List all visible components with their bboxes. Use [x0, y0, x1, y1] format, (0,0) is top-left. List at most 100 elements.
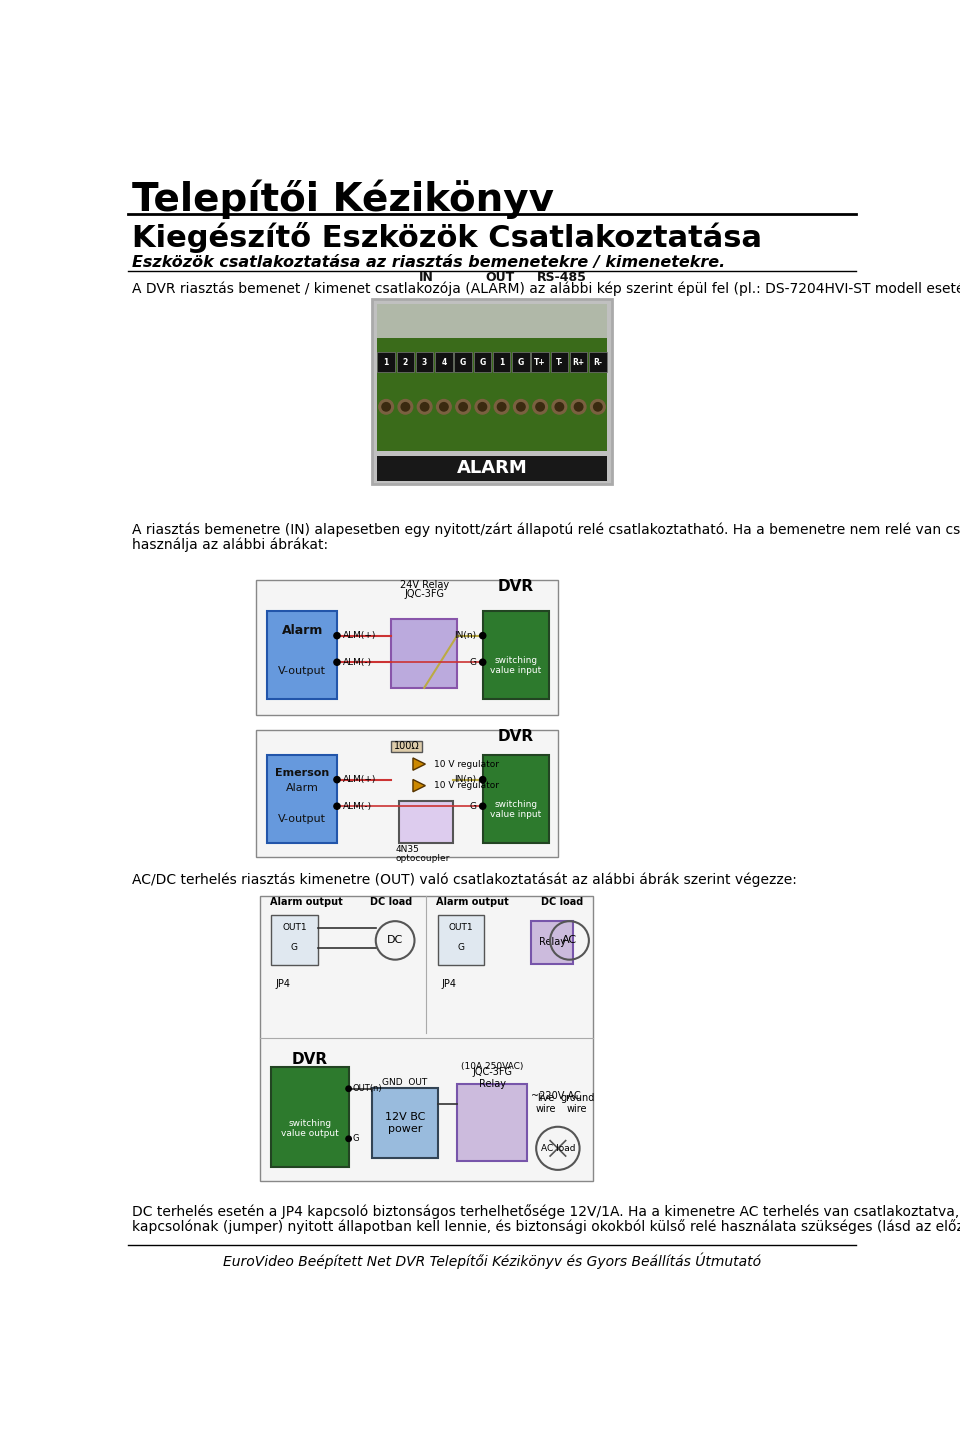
- Text: kapcsolónak (jumper) nyitott állapotban kell lennie, és biztonsági okokból külső: kapcsolónak (jumper) nyitott állapotban …: [132, 1219, 960, 1234]
- Text: 4N35: 4N35: [396, 845, 419, 854]
- Text: OUT1: OUT1: [448, 923, 473, 931]
- Circle shape: [475, 400, 490, 414]
- Text: A DVR riasztás bemenet / kimenet csatlakozója (ALARM) az alábbi kép szerint épül: A DVR riasztás bemenet / kimenet csatlak…: [132, 281, 960, 295]
- Bar: [372, 1088, 438, 1158]
- Circle shape: [480, 632, 486, 639]
- Circle shape: [497, 403, 506, 411]
- Circle shape: [382, 403, 391, 411]
- Text: 4: 4: [442, 358, 446, 367]
- Bar: [550, 353, 568, 373]
- Text: G: G: [517, 358, 524, 367]
- Text: OUT: OUT: [485, 271, 515, 284]
- Circle shape: [420, 403, 429, 411]
- Text: DVR: DVR: [497, 729, 534, 744]
- Bar: [377, 353, 395, 373]
- Bar: [512, 353, 530, 373]
- Text: ~220V AC: ~220V AC: [531, 1091, 581, 1101]
- Circle shape: [334, 777, 340, 782]
- Text: DC load: DC load: [371, 897, 413, 907]
- Text: DVR: DVR: [292, 1052, 328, 1066]
- Text: G: G: [469, 801, 476, 811]
- Circle shape: [552, 400, 566, 414]
- Circle shape: [574, 403, 583, 411]
- Circle shape: [516, 403, 525, 411]
- Text: 1: 1: [499, 358, 504, 367]
- Circle shape: [398, 400, 413, 414]
- Circle shape: [494, 400, 509, 414]
- Text: (10A 250VAC): (10A 250VAC): [461, 1062, 523, 1072]
- Bar: [372, 299, 612, 484]
- Bar: [438, 916, 484, 964]
- Text: 10 V regulator: 10 V regulator: [434, 781, 499, 790]
- Text: Alarm output: Alarm output: [270, 897, 343, 907]
- Bar: [376, 322, 608, 451]
- Text: optocoupler: optocoupler: [396, 854, 449, 863]
- Text: T+: T+: [535, 358, 546, 367]
- Text: DC: DC: [387, 936, 403, 946]
- Text: Alarm output: Alarm output: [436, 897, 509, 907]
- Text: 3: 3: [422, 358, 427, 367]
- Text: Telepítői Kézikönyv: Telepítői Kézikönyv: [132, 179, 554, 219]
- Circle shape: [593, 403, 602, 411]
- Text: Relay: Relay: [539, 937, 565, 947]
- Text: 2: 2: [403, 358, 408, 367]
- Circle shape: [514, 400, 528, 414]
- Bar: [259, 896, 592, 1181]
- Bar: [492, 353, 511, 373]
- Text: G: G: [469, 658, 476, 666]
- Text: 10 V regulator: 10 V regulator: [434, 759, 499, 768]
- Circle shape: [440, 403, 448, 411]
- Text: G: G: [458, 943, 465, 952]
- Circle shape: [334, 659, 340, 665]
- Circle shape: [590, 400, 605, 414]
- Circle shape: [418, 400, 432, 414]
- Text: 1: 1: [384, 358, 389, 367]
- Bar: [454, 353, 472, 373]
- Circle shape: [456, 400, 470, 414]
- Bar: [396, 353, 415, 373]
- Circle shape: [533, 400, 547, 414]
- Bar: [376, 456, 608, 480]
- Bar: [271, 1066, 348, 1166]
- Text: G: G: [460, 358, 467, 367]
- Bar: [483, 610, 548, 699]
- Text: G: G: [291, 943, 298, 952]
- Circle shape: [480, 802, 486, 810]
- Text: ALM(-): ALM(-): [343, 658, 372, 666]
- Text: Emerson: Emerson: [275, 768, 329, 778]
- Bar: [267, 610, 337, 699]
- Text: R-: R-: [593, 358, 602, 367]
- Text: switching
value input: switching value input: [490, 656, 541, 675]
- Circle shape: [437, 400, 451, 414]
- Text: RS-485: RS-485: [537, 271, 587, 284]
- Bar: [255, 731, 558, 857]
- Bar: [376, 304, 608, 338]
- Circle shape: [379, 400, 394, 414]
- Text: 12V BC
power: 12V BC power: [385, 1112, 425, 1134]
- Text: használja az alábbi ábrákat:: használja az alábbi ábrákat:: [132, 537, 327, 552]
- Circle shape: [346, 1086, 351, 1092]
- Bar: [483, 755, 548, 844]
- Text: IN(n): IN(n): [454, 631, 476, 641]
- Text: JQC-3FG: JQC-3FG: [404, 589, 444, 599]
- Text: GND  OUT: GND OUT: [382, 1078, 427, 1086]
- Text: OUT(n): OUT(n): [352, 1085, 382, 1093]
- Text: EuroVideo Beépített Net DVR Telepítői Kézikönyv és Gyors Beállítás Útmutató: EuroVideo Beépített Net DVR Telepítői Ké…: [223, 1252, 761, 1268]
- Bar: [531, 353, 549, 373]
- Text: 24V Relay: 24V Relay: [399, 580, 448, 590]
- Text: live
wire: live wire: [536, 1093, 557, 1115]
- Text: T-: T-: [556, 358, 564, 367]
- Text: JQC-3FG
Relay: JQC-3FG Relay: [472, 1068, 512, 1089]
- Text: ALM(+): ALM(+): [343, 775, 375, 784]
- Circle shape: [555, 403, 564, 411]
- Bar: [569, 353, 588, 373]
- Circle shape: [478, 403, 487, 411]
- Bar: [392, 741, 422, 752]
- Bar: [589, 353, 607, 373]
- Text: Alarm: Alarm: [281, 623, 323, 636]
- Text: A riasztás bemenetre (IN) alapesetben egy nyitott/zárt állapotú relé csatlakozta: A riasztás bemenetre (IN) alapesetben eg…: [132, 522, 960, 537]
- Circle shape: [346, 1136, 351, 1142]
- Text: JP4: JP4: [276, 979, 290, 989]
- Text: AC load: AC load: [540, 1144, 575, 1152]
- Text: IN: IN: [419, 271, 434, 284]
